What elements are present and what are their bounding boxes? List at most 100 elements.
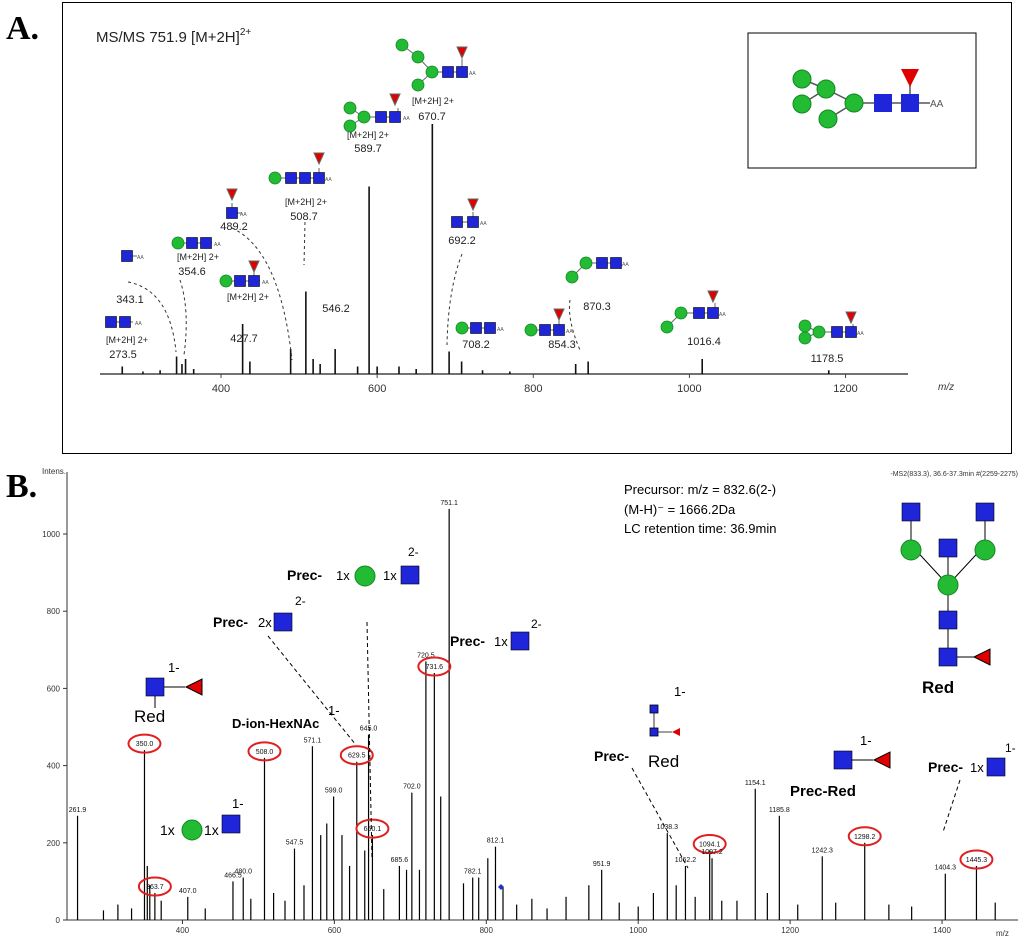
- inset-hexose-3: [792, 94, 812, 114]
- peak-a-label: 708.2: [462, 339, 490, 351]
- peak-b-label: 547.5: [286, 840, 304, 847]
- label-red-350: Red: [134, 707, 165, 726]
- panel-b-y-tick-label: 200: [47, 839, 61, 848]
- panel-a-letter: A.: [6, 10, 40, 47]
- glycan-692: AA: [451, 198, 487, 228]
- glycan-1178: AA: [798, 311, 864, 345]
- charge-1298: 1-: [860, 733, 872, 748]
- peak-b-label: 480.0: [234, 869, 252, 876]
- count-prec-1445: 1x: [970, 760, 984, 775]
- panel-b-leaders: [267, 621, 961, 869]
- leader-343: [127, 281, 177, 353]
- info-mass: (M-H)⁻ = 1666.2Da: [624, 502, 736, 517]
- glycan-273: AA: [105, 316, 142, 328]
- peak-b-label: 363.7: [146, 884, 164, 891]
- peak-b-label: 731.6: [426, 664, 444, 671]
- glycan-343: AA: [121, 250, 144, 262]
- peak-b-label: 720.5: [417, 652, 435, 659]
- panel-b-y-tick-label: 600: [47, 684, 61, 693]
- peak-b-highlight: [847, 826, 882, 847]
- peak-b-label: 261.9: [69, 807, 87, 814]
- svg-text:AA: AA: [622, 262, 629, 268]
- count-prec-hex-1: 1x: [336, 568, 350, 583]
- glycan-1016: AA: [660, 290, 726, 334]
- panel-a-x-tick-label: 1200: [833, 383, 857, 395]
- inset-hexnac-1: [874, 94, 892, 112]
- peak-a-ion-tag: [M+2H] 2+: [177, 252, 219, 262]
- peak-b-label: 812.1: [487, 838, 505, 845]
- inset-hexose-2: [816, 79, 836, 99]
- label-prec-1094: Prec-: [594, 748, 629, 764]
- peak-b-label: 650.1: [364, 826, 382, 833]
- panel-b-letter: B.: [6, 468, 38, 505]
- struct-hexnac-core2: [938, 647, 958, 667]
- panel-b-y-label: Intens.: [42, 467, 66, 476]
- struct-hexnac-core1: [938, 610, 958, 630]
- panel-a-x-tick-label: 800: [524, 383, 542, 395]
- svg-text:AA: AA: [325, 177, 332, 183]
- charge-1445: 1-: [1005, 741, 1016, 755]
- peak-b-label: 1038.3: [657, 824, 679, 831]
- inset-glycan-structure: AA: [747, 32, 977, 169]
- struct-man-left: [900, 539, 922, 561]
- peak-a-label: 1178.5: [811, 353, 844, 365]
- peak-a-label: 670.7: [418, 111, 446, 123]
- svg-text:AA: AA: [566, 329, 573, 335]
- charge-1094: 1-: [674, 684, 686, 699]
- glycan-670: AA: [395, 38, 476, 92]
- charge-prec-2x: 2-: [295, 594, 306, 608]
- inset-hexose-4: [844, 93, 864, 113]
- panel-b-y-tick-label: 0: [56, 916, 61, 925]
- count-prec-hex-2: 1x: [383, 568, 397, 583]
- label-prec-hex: Prec-: [287, 567, 322, 583]
- glycan-589: AA: [343, 93, 410, 133]
- count-prec-2x: 2x: [258, 615, 272, 630]
- icon-prec-hex: [354, 565, 376, 587]
- peak-a-ion-tag: [M+2H] 2+: [227, 292, 269, 302]
- svg-text:AA: AA: [403, 116, 410, 122]
- svg-text:AA: AA: [469, 71, 476, 77]
- peak-a-label: 854.3: [548, 339, 576, 351]
- panel-b-y-tick-label: 800: [47, 607, 61, 616]
- inset-fucose: [901, 69, 919, 87]
- glycan-354: AA: [171, 236, 221, 250]
- peak-b-label: 685.6: [391, 857, 409, 864]
- panel-b-chart: Intens. 0 200 400 600 800 1000 400 600 800 1000 1…: [42, 467, 1018, 938]
- icon-prec-hex-hexnac: [400, 565, 420, 585]
- info-precursor: Precursor: m/z = 832.6(2-): [624, 482, 776, 497]
- peak-b-label: 1242.3: [812, 847, 834, 854]
- svg-text:AA: AA: [497, 327, 504, 333]
- leader-489: [231, 227, 293, 361]
- peak-b-label: 1185.8: [769, 807, 790, 814]
- peak-b-label: 1094.1: [699, 842, 721, 849]
- icon-prec-1445-hexnac: [986, 757, 1006, 777]
- glycan-1298: [833, 750, 891, 770]
- info-retention: LC retention time: 36.9min: [624, 521, 776, 536]
- peak-a-ion-tag: [M+2H] 2+: [285, 197, 327, 207]
- peak-a-label: 692.2: [448, 235, 476, 247]
- panel-b-x-tick-label: 800: [480, 926, 494, 935]
- peak-b-label: 1298.2: [854, 834, 876, 841]
- peak-b-label: 407.0: [179, 888, 197, 895]
- panel-b-x-tick-label: 1200: [781, 926, 799, 935]
- peak-a-label: 508.7: [290, 211, 318, 223]
- inset-chain-label: AA: [930, 99, 944, 110]
- struct-red-label: Red: [922, 678, 954, 697]
- leader-1094: [631, 767, 689, 869]
- label-prec-1445: Prec-: [928, 759, 963, 775]
- count-363-hexnac: 1x: [204, 822, 219, 838]
- peak-a-label: 427.7: [230, 333, 258, 345]
- svg-text:AA: AA: [135, 321, 142, 327]
- peak-a-label: 273.5: [109, 349, 137, 361]
- peak-b-highlight: [127, 733, 162, 754]
- peak-b-highlight: [339, 745, 374, 766]
- leader-1445: [942, 779, 961, 833]
- peak-b-highlight: [692, 834, 727, 855]
- glycan-1094: [649, 704, 680, 737]
- peak-b-label: 1097.2: [701, 849, 723, 856]
- peak-b-highlight: [137, 876, 172, 897]
- icon-363-hex: [181, 819, 203, 841]
- panel-a-title-sup: 2+: [240, 27, 252, 38]
- peak-a-label: 870.3: [583, 301, 611, 313]
- peak-b-label: 599.0: [325, 787, 343, 794]
